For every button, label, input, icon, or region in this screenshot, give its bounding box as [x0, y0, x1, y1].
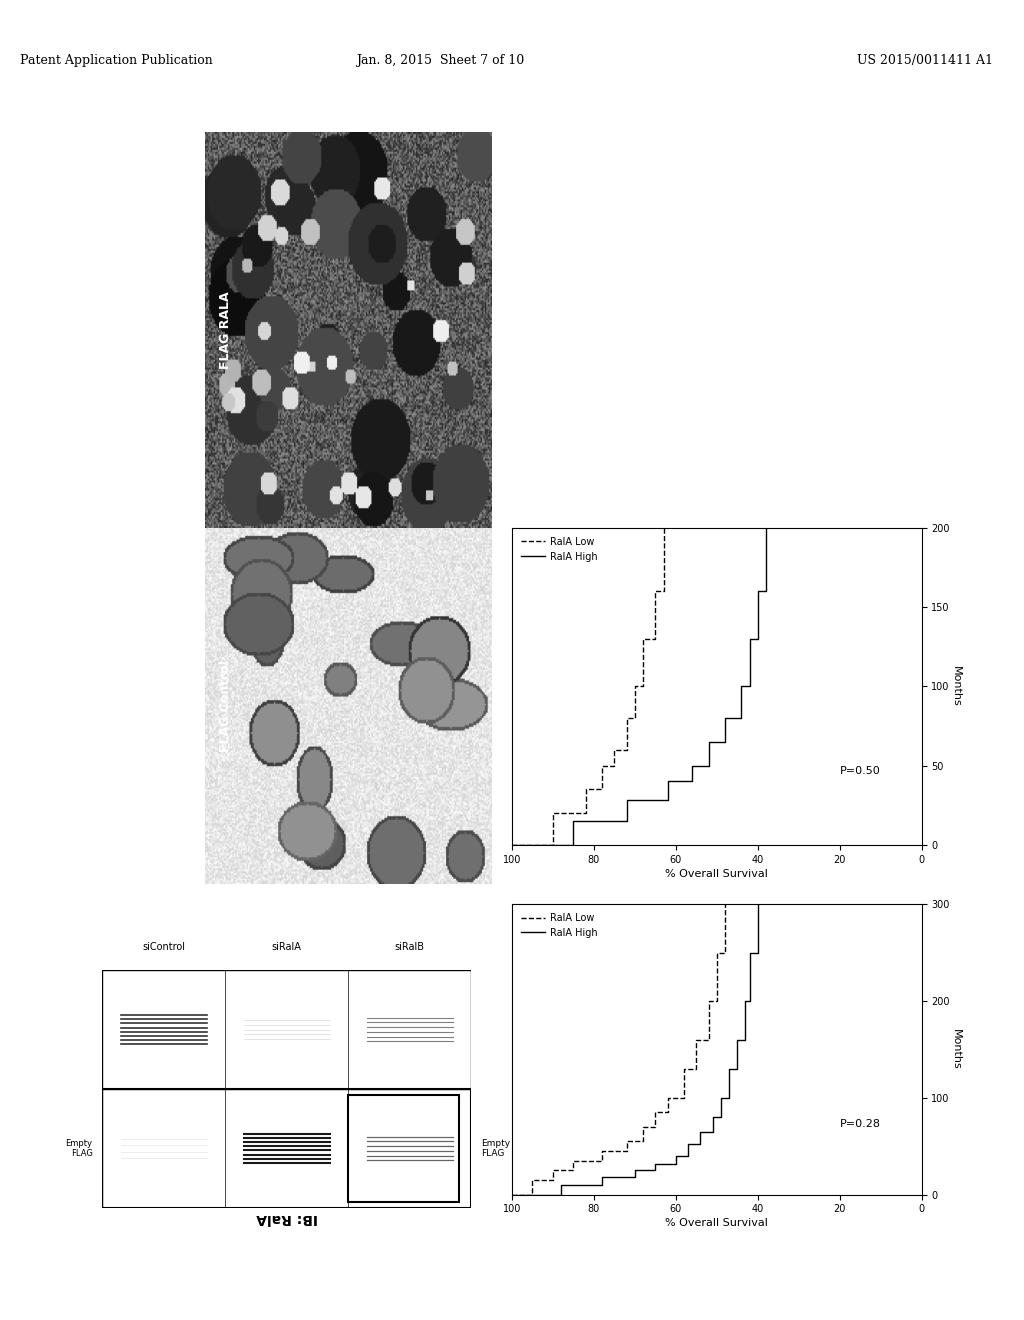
RalA Low — [637, 631, 649, 647]
RalA Low — [629, 678, 641, 694]
RalA High — [752, 896, 764, 912]
RalA High — [715, 1090, 727, 1106]
Text: A: A — [117, 946, 129, 965]
Text: Empty
FLAG: Empty FLAG — [66, 1139, 92, 1158]
RalA Low — [621, 710, 633, 726]
RalA High — [719, 710, 731, 726]
Y-axis label: Months: Months — [951, 1030, 961, 1069]
RalA High — [506, 837, 518, 853]
Text: B: B — [219, 894, 231, 912]
RalA Low — [711, 945, 723, 961]
Text: IB: RalA: IB: RalA — [256, 1210, 317, 1225]
RalA High — [760, 520, 772, 536]
X-axis label: % Overall Survival: % Overall Survival — [666, 869, 768, 879]
RalA Low — [526, 1172, 539, 1188]
Line: RalA Low: RalA Low — [512, 904, 725, 1195]
RalA Low — [678, 1061, 690, 1077]
RalA Low — [608, 742, 621, 758]
RalA Low — [649, 583, 662, 599]
Text: Figure 7: Figure 7 — [27, 1168, 117, 1188]
RalA High — [649, 1156, 662, 1172]
Text: D: D — [495, 814, 509, 833]
Text: P=0.50: P=0.50 — [840, 766, 881, 776]
RalA Low — [657, 520, 670, 536]
RalA High — [702, 734, 715, 750]
RalA High — [752, 583, 764, 599]
RalA High — [743, 631, 756, 647]
Line: RalA Low: RalA Low — [512, 528, 664, 845]
RalA Low — [547, 805, 559, 821]
Bar — [348, 1096, 459, 1201]
Line: RalA High: RalA High — [512, 528, 766, 845]
RalA Low — [596, 758, 608, 774]
RalA Low — [702, 993, 715, 1008]
RalA Low — [567, 1152, 580, 1168]
Bar — [102, 1089, 471, 1208]
RalA High — [735, 678, 748, 694]
Text: Jan. 8, 2015  Sheet 7 of 10: Jan. 8, 2015 Sheet 7 of 10 — [356, 54, 524, 67]
RalA Low — [621, 1134, 633, 1150]
RalA Low — [649, 1105, 662, 1121]
Y-axis label: Months: Months — [951, 667, 961, 706]
RalA Low — [506, 1187, 518, 1203]
RalA Low — [596, 1143, 608, 1159]
RalA High — [596, 1170, 608, 1185]
RalA High — [629, 1163, 641, 1179]
X-axis label: % Overall Survival: % Overall Survival — [666, 1218, 768, 1229]
Text: US 2015/0011411 A1: US 2015/0011411 A1 — [857, 54, 993, 67]
RalA High — [682, 1137, 694, 1152]
RalA High — [694, 1123, 707, 1139]
Text: FLAG Control: FLAG Control — [219, 660, 231, 752]
RalA High — [506, 1187, 518, 1203]
RalA Low — [506, 837, 518, 853]
Text: P=0.28: P=0.28 — [840, 1119, 881, 1129]
RalA High — [555, 1177, 567, 1193]
Legend: RalA Low, RalA High: RalA Low, RalA High — [517, 533, 601, 565]
RalA High — [621, 792, 633, 808]
RalA High — [739, 993, 752, 1008]
Text: FLAG RALA: FLAG RALA — [219, 292, 231, 368]
Text: siRalA: siRalA — [271, 942, 302, 953]
RalA High — [567, 813, 580, 829]
RalA High — [723, 1061, 735, 1077]
RalA High — [670, 1148, 682, 1164]
RalA Low — [719, 896, 731, 912]
RalA High — [731, 1032, 743, 1048]
RalA Low — [580, 781, 592, 797]
Text: siRalB: siRalB — [394, 942, 425, 953]
Text: C: C — [496, 1171, 508, 1189]
RalA Low — [662, 1090, 674, 1106]
RalA High — [707, 1109, 719, 1125]
RalA High — [662, 774, 674, 789]
Legend: RalA Low, RalA High: RalA Low, RalA High — [517, 909, 601, 941]
RalA Low — [547, 1163, 559, 1179]
RalA High — [743, 945, 756, 961]
Text: Patent Application Publication: Patent Application Publication — [20, 54, 213, 67]
Text: siControl: siControl — [142, 942, 185, 953]
RalA High — [686, 758, 698, 774]
Text: Empty
FLAG: Empty FLAG — [481, 1139, 510, 1158]
RalA Low — [690, 1032, 702, 1048]
RalA Low — [637, 1119, 649, 1135]
Line: RalA High: RalA High — [512, 904, 758, 1195]
